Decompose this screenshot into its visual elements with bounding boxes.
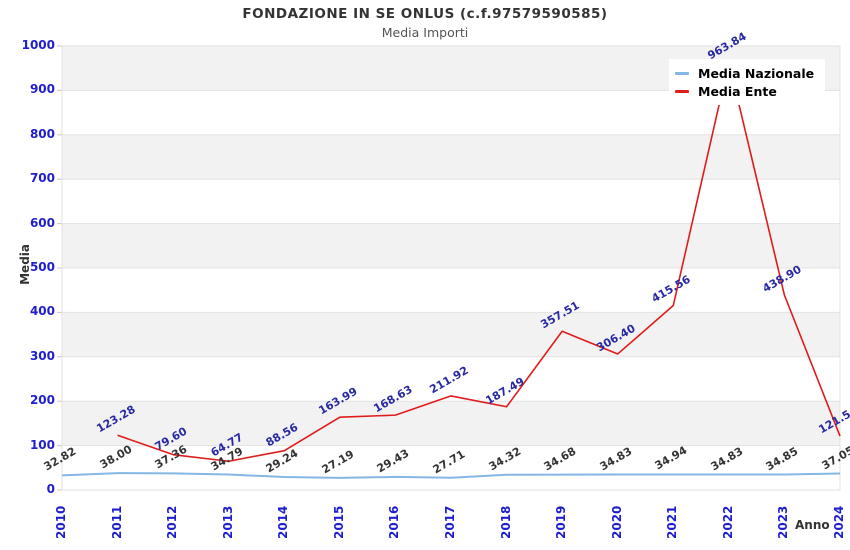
background-band xyxy=(62,312,840,357)
legend-item-media-ente[interactable]: Media Ente xyxy=(675,82,819,100)
background-band xyxy=(62,445,840,490)
background-band xyxy=(62,356,840,402)
background-band xyxy=(62,401,840,446)
legend-item-label: Media Ente xyxy=(698,83,777,99)
background-band xyxy=(62,134,840,180)
background-band xyxy=(62,268,840,313)
y-axis-title: Media xyxy=(18,244,32,285)
plot-border xyxy=(61,45,841,491)
legend-item-media-nazionale[interactable]: Media Nazionale xyxy=(675,64,819,82)
series-line-media-nazionale xyxy=(61,472,841,479)
background-band xyxy=(62,179,840,224)
x-axis-title: Anno xyxy=(795,518,830,532)
legend: Media Nazionale Media Ente xyxy=(669,59,825,105)
legend-item-label: Media Nazionale xyxy=(698,65,815,81)
legend-swatch-icon xyxy=(675,71,689,75)
background-band xyxy=(62,223,840,268)
chart-subtitle: Media Importi xyxy=(381,25,469,40)
chart-title: FONDAZIONE IN SE ONLUS (c.f.97579590585) xyxy=(242,6,608,22)
legend-swatch-icon xyxy=(675,89,689,93)
